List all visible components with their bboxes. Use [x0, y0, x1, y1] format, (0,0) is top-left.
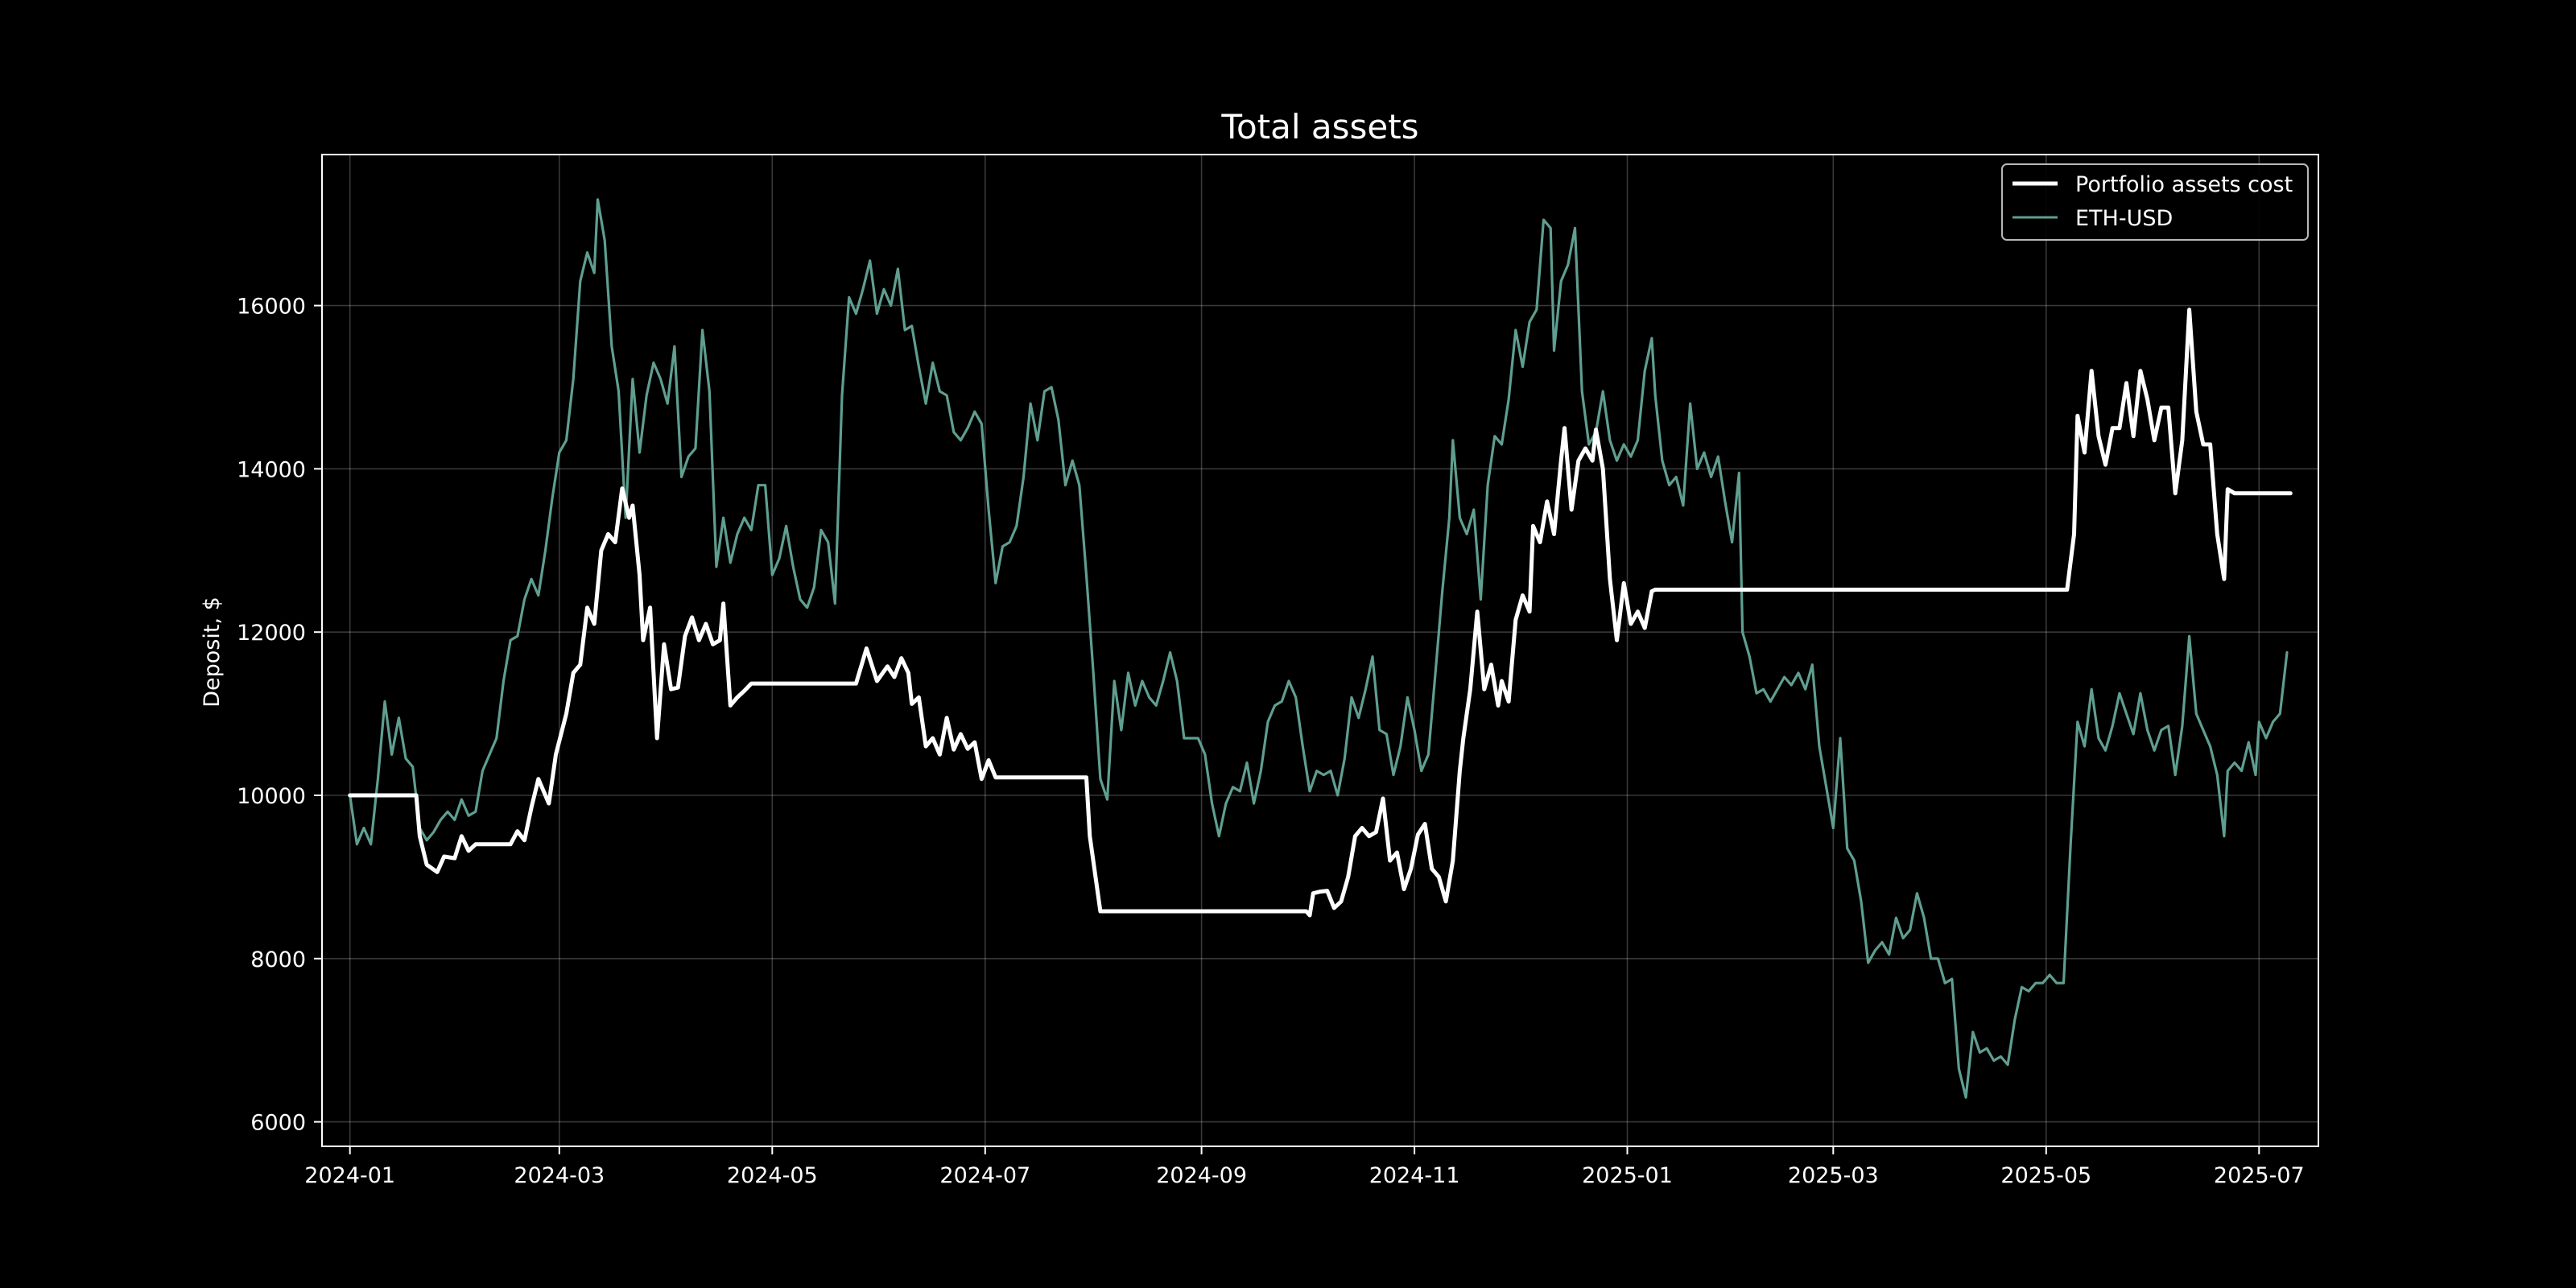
series-line-portfolio-assets-cost [348, 308, 2293, 918]
y-tick-label: 16000 [237, 295, 306, 320]
y-tick-label: 8000 [250, 947, 306, 972]
x-tick-label: 2025-03 [1788, 1163, 1879, 1188]
legend-box [2001, 163, 2309, 241]
plot-frame [321, 154, 2319, 1147]
chart-title: Total assets [1220, 107, 1418, 147]
y-tick-label: 6000 [250, 1111, 306, 1136]
y-tick-label: 14000 [237, 457, 306, 482]
y-tick-label: 10000 [237, 784, 306, 809]
y-axis-label: Deposit, $ [200, 597, 225, 708]
axis-ticks: 2024-01 2024-03 2024-05 2024-07 2024-09 2024-… [237, 295, 2305, 1188]
legend-label-eth: ETH-USD [2075, 206, 2173, 231]
series-line-eth-usd [349, 198, 2289, 1099]
y-tick-label: 12000 [237, 621, 306, 646]
legend: Portfolio assets cost ETH-USD [2001, 163, 2309, 241]
x-tick-label: 2024-05 [727, 1163, 818, 1188]
x-tick-label: 2024-11 [1369, 1163, 1460, 1188]
x-tick-label: 2025-07 [2214, 1163, 2305, 1188]
legend-label-portfolio: Portfolio assets cost [2075, 172, 2293, 197]
x-tick-label: 2025-01 [1582, 1163, 1673, 1188]
grid [322, 155, 2318, 1146]
x-tick-label: 2024-07 [939, 1163, 1030, 1188]
x-tick-label: 2025-05 [2000, 1163, 2091, 1188]
x-tick-label: 2024-09 [1156, 1163, 1247, 1188]
series-layer [348, 198, 2293, 1099]
x-tick-label: 2024-01 [304, 1163, 395, 1188]
x-tick-label: 2024-03 [514, 1163, 605, 1188]
